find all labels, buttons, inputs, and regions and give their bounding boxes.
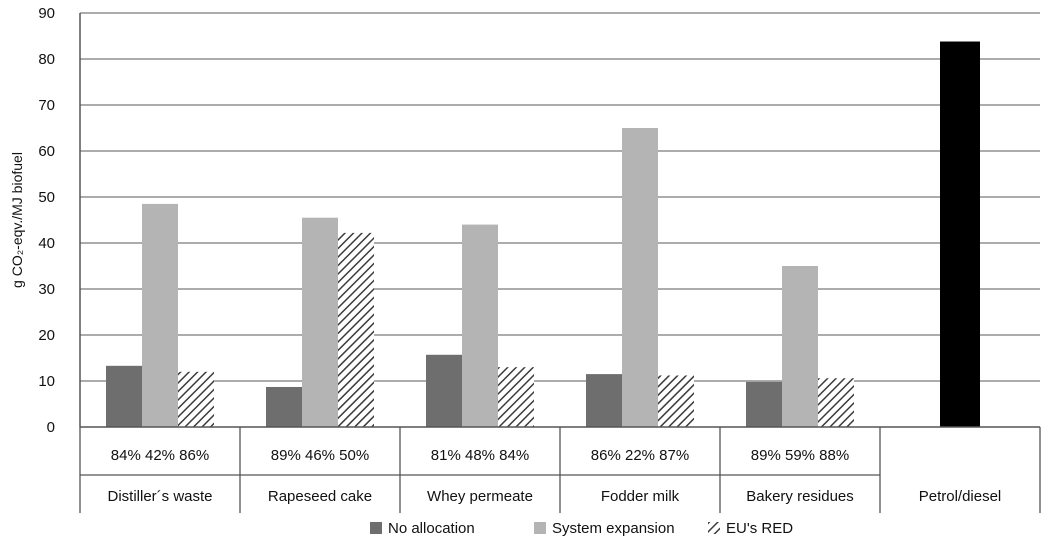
legend-label: System expansion bbox=[552, 520, 675, 537]
y-tick-label: 80 bbox=[38, 51, 55, 68]
category-label: Whey permeate bbox=[427, 488, 533, 505]
legend: No allocation System expansion EU's RED bbox=[370, 520, 793, 537]
bar bbox=[302, 217, 338, 427]
legend-swatch bbox=[708, 522, 720, 534]
category-label: Distiller´s waste bbox=[107, 488, 212, 505]
legend-label: No allocation bbox=[388, 520, 475, 537]
y-tick-labels: 0 10 20 30 40 50 60 70 80 90 bbox=[38, 5, 55, 436]
y-tick-label: 60 bbox=[38, 143, 55, 160]
y-tick-label: 30 bbox=[38, 281, 55, 298]
reduction-label: 89% 46% 50% bbox=[271, 447, 369, 464]
bar bbox=[338, 232, 374, 427]
reduction-label: 86% 22% 87% bbox=[591, 447, 689, 464]
gridlines bbox=[80, 12, 1040, 382]
bar bbox=[746, 381, 782, 427]
bars bbox=[106, 41, 980, 428]
category-label: Fodder milk bbox=[601, 488, 680, 505]
bar bbox=[622, 128, 658, 427]
reduction-label: 89% 59% 88% bbox=[751, 447, 849, 464]
bar-petrol-diesel bbox=[940, 41, 980, 428]
y-axis-label: g CO₂-eqv./MJ biofuel bbox=[9, 152, 25, 288]
bar bbox=[586, 374, 622, 427]
y-tick-label: 0 bbox=[47, 419, 55, 436]
axes bbox=[79, 13, 1040, 428]
bar bbox=[462, 224, 498, 427]
y-tick-label: 50 bbox=[38, 189, 55, 206]
legend-swatch bbox=[370, 522, 382, 534]
category-labels: 84% 42% 86% Distiller´s waste 89% 46% 50% R… bbox=[79, 427, 1041, 513]
reduction-label: 84% 42% 86% bbox=[111, 447, 209, 464]
y-tick-label: 90 bbox=[38, 5, 55, 22]
y-tick-label: 10 bbox=[38, 373, 55, 390]
legend-label: EU's RED bbox=[726, 520, 793, 537]
y-tick-label: 40 bbox=[38, 235, 55, 252]
bar bbox=[818, 378, 854, 427]
reduction-label: 81% 48% 84% bbox=[431, 447, 529, 464]
bar bbox=[106, 365, 142, 427]
y-tick-label: 70 bbox=[38, 97, 55, 114]
category-label: Petrol/diesel bbox=[919, 488, 1002, 505]
bar bbox=[498, 367, 534, 427]
category-label: Bakery residues bbox=[746, 488, 854, 505]
category-label: Rapeseed cake bbox=[268, 488, 372, 505]
bar bbox=[266, 386, 302, 427]
bar bbox=[178, 371, 214, 427]
bar bbox=[658, 375, 694, 427]
bar bbox=[142, 203, 178, 427]
y-tick-label: 20 bbox=[38, 327, 55, 344]
legend-swatch bbox=[534, 522, 546, 534]
bar bbox=[782, 266, 818, 427]
bar bbox=[426, 354, 462, 427]
